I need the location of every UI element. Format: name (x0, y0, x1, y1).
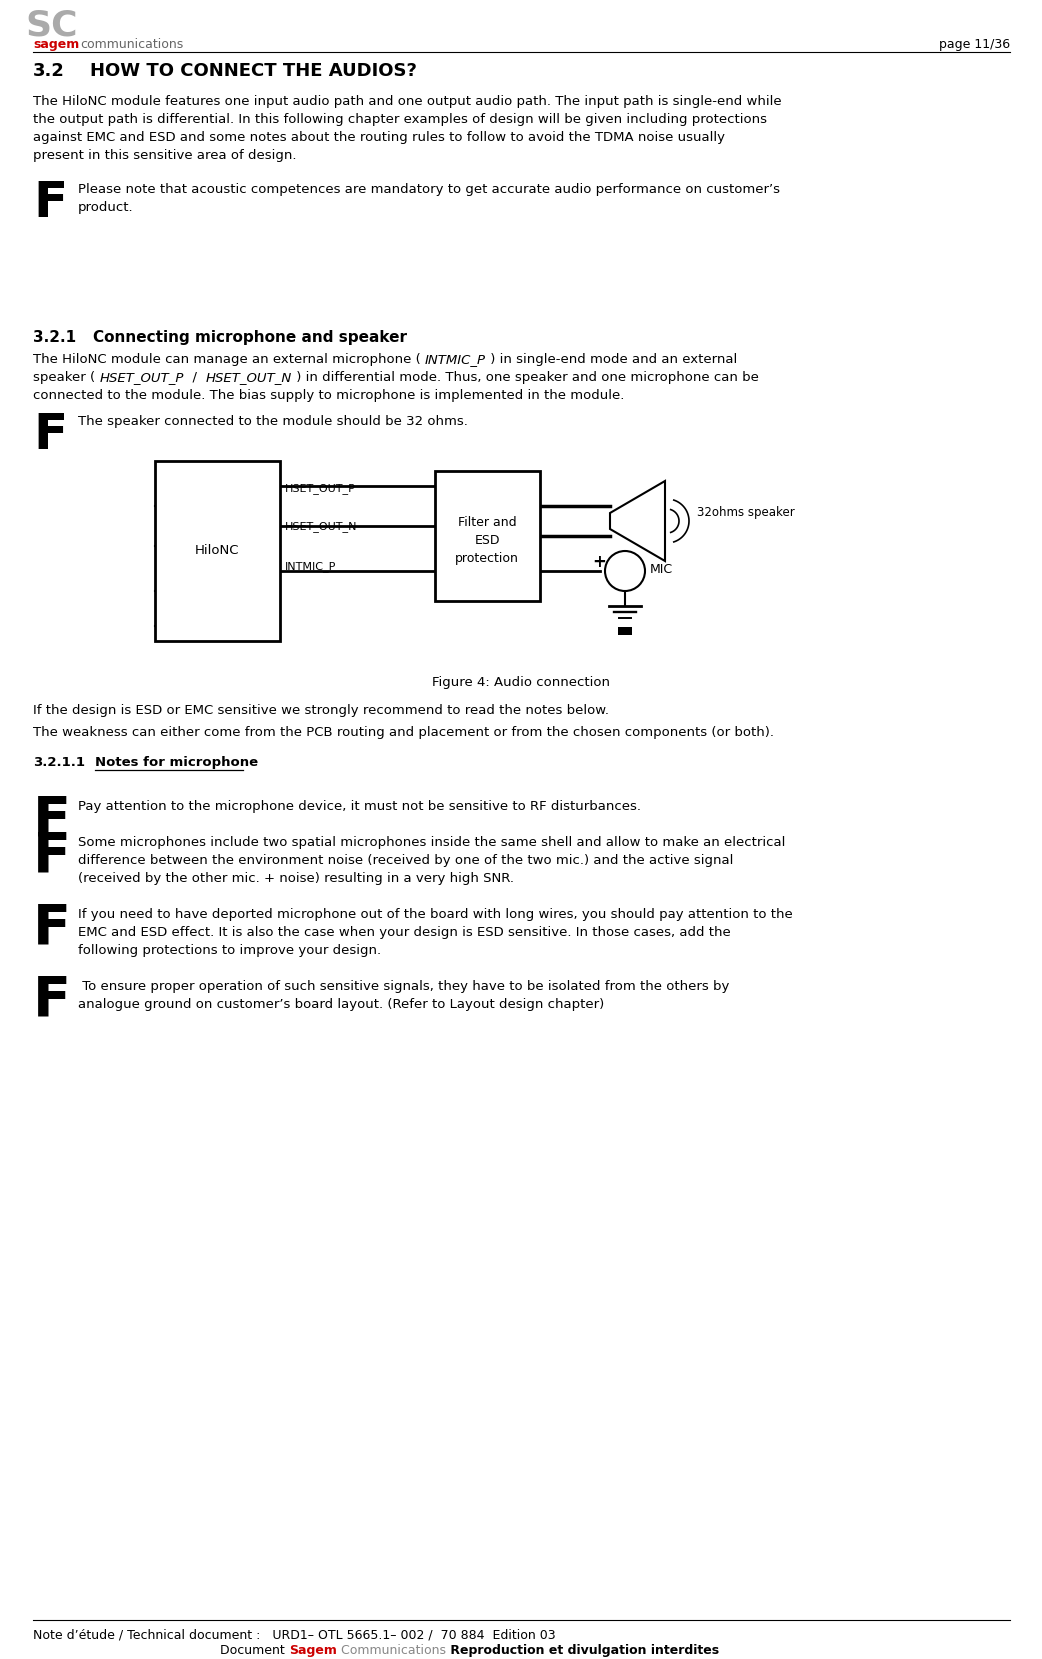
Text: present in this sensitive area of design.: present in this sensitive area of design… (33, 149, 297, 163)
Text: analogue ground on customer’s board layout. (Refer to Layout design chapter): analogue ground on customer’s board layo… (78, 999, 604, 1010)
Text: 3.2.1.1: 3.2.1.1 (33, 757, 85, 770)
Bar (618, 627, 632, 635)
Text: Filter and: Filter and (457, 516, 517, 529)
Text: To ensure proper operation of such sensitive signals, they have to be isolated f: To ensure proper operation of such sensi… (78, 980, 729, 994)
Text: Reproduction et divulgation interdites: Reproduction et divulgation interdites (446, 1644, 719, 1657)
Text: (received by the other mic. + noise) resulting in a very high SNR.: (received by the other mic. + noise) res… (78, 873, 514, 884)
Text: F: F (33, 179, 68, 227)
Text: Please note that acoustic competences are mandatory to get accurate audio perfor: Please note that acoustic competences ar… (78, 182, 780, 196)
Text: F: F (33, 795, 71, 848)
Text: HOW TO CONNECT THE AUDIOS?: HOW TO CONNECT THE AUDIOS? (90, 61, 417, 80)
Text: Some microphones include two spatial microphones inside the same shell and allow: Some microphones include two spatial mic… (78, 836, 786, 849)
Text: ESD: ESD (474, 534, 500, 547)
Text: Connecting microphone and speaker: Connecting microphone and speaker (93, 330, 407, 345)
Text: HSET_OUT_P: HSET_OUT_P (286, 483, 356, 494)
Text: If you need to have deported microphone out of the board with long wires, you sh: If you need to have deported microphone … (78, 907, 793, 921)
Text: Figure 4: Audio connection: Figure 4: Audio connection (432, 675, 610, 688)
Text: ) in differential mode. Thus, one speaker and one microphone can be: ) in differential mode. Thus, one speake… (292, 372, 759, 383)
Circle shape (605, 551, 645, 591)
Text: page 11/36: page 11/36 (939, 38, 1010, 51)
Text: Sagem: Sagem (289, 1644, 337, 1657)
Text: F: F (33, 974, 71, 1029)
Text: HSET_OUT_P: HSET_OUT_P (99, 372, 183, 383)
Text: 3.2.1: 3.2.1 (33, 330, 76, 345)
Polygon shape (610, 481, 665, 561)
Text: EMC and ESD effect. It is also the case when your design is ESD sensitive. In th: EMC and ESD effect. It is also the case … (78, 926, 730, 939)
Bar (435, 471, 540, 601)
Text: 3.2: 3.2 (33, 61, 65, 80)
Text: SC: SC (26, 8, 78, 41)
Text: speaker (: speaker ( (33, 372, 99, 383)
Text: HSET_OUT_N: HSET_OUT_N (205, 372, 292, 383)
Text: HiloNC: HiloNC (195, 544, 240, 557)
Text: If the design is ESD or EMC sensitive we strongly recommend to read the notes be: If the design is ESD or EMC sensitive we… (33, 703, 609, 717)
Bar (155, 461, 280, 640)
Text: The weakness can either come from the PCB routing and placement or from the chos: The weakness can either come from the PC… (33, 727, 774, 738)
Text: INTMIC_P: INTMIC_P (425, 353, 486, 367)
Text: ) in single-end mode and an external: ) in single-end mode and an external (486, 353, 738, 367)
Text: Document: Document (220, 1644, 289, 1657)
Text: communications: communications (80, 38, 183, 51)
Text: Notes for microphone: Notes for microphone (95, 757, 258, 770)
Text: F: F (33, 902, 71, 956)
Text: The HiloNC module can manage an external microphone (: The HiloNC module can manage an external… (33, 353, 425, 367)
Text: difference between the environment noise (received by one of the two mic.) and t: difference between the environment noise… (78, 854, 734, 868)
Text: Communications: Communications (337, 1644, 446, 1657)
Text: MIC: MIC (650, 562, 673, 576)
Text: −: − (616, 576, 626, 587)
Text: against EMC and ESD and some notes about the routing rules to follow to avoid th: against EMC and ESD and some notes about… (33, 131, 725, 144)
Text: 32ohms speaker: 32ohms speaker (697, 506, 795, 519)
Text: following protections to improve your design.: following protections to improve your de… (78, 944, 381, 957)
Text: The HiloNC module features one input audio path and one output audio path. The i: The HiloNC module features one input aud… (33, 95, 782, 108)
Text: sagem: sagem (33, 38, 79, 51)
Text: protection: protection (455, 552, 519, 566)
Text: HSET_OUT_N: HSET_OUT_N (286, 521, 357, 533)
Text: product.: product. (78, 201, 133, 214)
Text: +: + (592, 552, 605, 571)
Text: F: F (33, 411, 68, 460)
Text: INTMIC_P: INTMIC_P (286, 561, 337, 572)
Text: Pay attention to the microphone device, it must not be sensitive to RF disturban: Pay attention to the microphone device, … (78, 800, 641, 813)
Text: The speaker connected to the module should be 32 ohms.: The speaker connected to the module shou… (78, 415, 468, 428)
Text: F: F (33, 830, 71, 884)
Text: Note d’étude / Technical document :   URD1– OTL 5665.1– 002 /  70 884  Edition 0: Note d’étude / Technical document : URD1… (33, 1627, 555, 1641)
Text: /: / (183, 372, 205, 383)
Text: connected to the module. The bias supply to microphone is implemented in the mod: connected to the module. The bias supply… (33, 388, 624, 401)
Text: the output path is differential. In this following chapter examples of design wi: the output path is differential. In this… (33, 113, 767, 126)
